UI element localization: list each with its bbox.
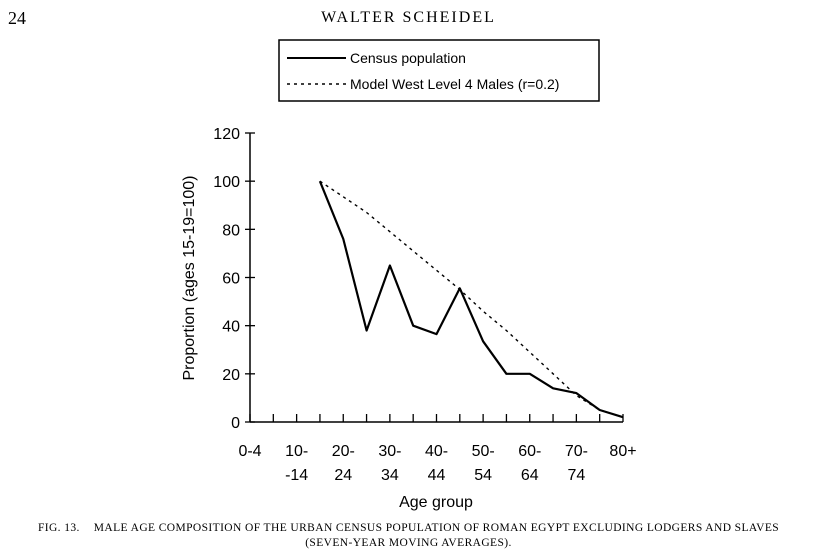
x-tick-label: 20- xyxy=(332,443,355,460)
y-axis-title: Proportion (ages 15-19=100) xyxy=(181,175,198,380)
x-tick-label-line2: 64 xyxy=(521,467,539,484)
x-tick-label: 80+ xyxy=(609,443,636,460)
page-number: 24 xyxy=(8,8,26,28)
series-line-model xyxy=(319,180,624,418)
chart-series xyxy=(318,180,624,419)
figure-caption: FIG. 13. MALE AGE COMPOSITION OF THE URBA… xyxy=(0,521,817,551)
x-tick-label: 30- xyxy=(378,443,401,460)
x-tick-label: 50- xyxy=(472,443,495,460)
caption-figure-label: FIG. 13. xyxy=(37,522,80,534)
x-tick-label: 70- xyxy=(565,443,588,460)
chart-axes xyxy=(249,133,623,423)
y-tick-label: 20 xyxy=(222,367,240,384)
y-tick-label: 60 xyxy=(222,271,240,288)
caption-line-2: (SEVEN-YEAR MOVING AVERAGES). xyxy=(305,537,512,549)
y-tick-label: 0 xyxy=(231,415,240,432)
caption-text-line-1: MALE AGE COMPOSITION OF THE URBAN CENSUS… xyxy=(93,522,780,534)
series-line-census xyxy=(318,180,624,419)
x-tick-label: 0-4 xyxy=(238,443,261,460)
legend-label-model: Model West Level 4 Males (r=0.2) xyxy=(350,76,559,92)
caption-line-1: FIG. 13. MALE AGE COMPOSITION OF THE URBA… xyxy=(0,521,817,536)
legend-box xyxy=(278,39,600,102)
x-tick-label-line2: -14 xyxy=(285,467,308,484)
chart-legend: Census population Model West Level 4 Mal… xyxy=(278,39,600,102)
x-tick-label-line2: 24 xyxy=(334,467,352,484)
x-tick-label-line2: 74 xyxy=(567,467,585,484)
x-tick-label: 60- xyxy=(518,443,541,460)
line-chart: Census population Model West Level 4 Mal… xyxy=(181,39,637,511)
chart-ticks: 0 20 40 60 80 100 120 0-4 10- -14 20- 24 30- 34 40- 44 5… xyxy=(213,126,636,484)
x-tick-label-line2: 44 xyxy=(428,467,446,484)
x-axis-title: Age group xyxy=(399,494,473,511)
x-tick-label: 40- xyxy=(425,443,448,460)
x-tick-label: 10- xyxy=(285,443,308,460)
x-tick-label-line2: 54 xyxy=(474,467,492,484)
y-tick-label: 100 xyxy=(213,174,240,191)
y-tick-label: 120 xyxy=(213,126,240,143)
y-tick-label: 80 xyxy=(222,222,240,239)
legend-label-census: Census population xyxy=(350,50,466,66)
x-tick-label-line2: 34 xyxy=(381,467,399,484)
y-tick-label: 40 xyxy=(222,319,240,336)
running-head: WALTER SCHEIDEL xyxy=(321,9,496,26)
